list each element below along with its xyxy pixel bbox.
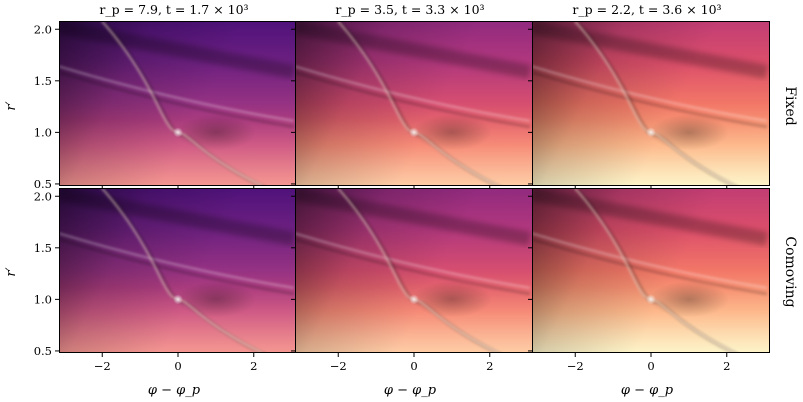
outer-band (532, 21, 769, 79)
y-tick-label: 1.0 (34, 292, 52, 306)
outer-band (532, 188, 769, 246)
secondary-arm-shadow (59, 70, 295, 129)
x-tick-label: 2 (723, 359, 730, 373)
outer-band (295, 21, 532, 79)
planet-marker (646, 127, 656, 138)
planet-marker (173, 294, 183, 305)
xlabel-col-3: φ − φ_p (621, 383, 674, 398)
x-tick-label: 2 (250, 359, 257, 373)
secondary-arm (295, 65, 531, 122)
gap-region (411, 281, 492, 318)
heatmap-field (59, 188, 297, 353)
spiral-wake (574, 188, 736, 353)
y-tick-label: 1.5 (34, 241, 52, 255)
heatmap-field (59, 21, 297, 186)
gap-region (175, 281, 256, 318)
outer-band (295, 188, 532, 246)
ylabel-row-1: r′ (4, 101, 19, 110)
secondary-arm (532, 232, 768, 289)
y-tick-label: 2.0 (34, 22, 52, 36)
spiral-wake (337, 188, 499, 353)
secondary-arm-shadow (532, 70, 768, 129)
gap-region (648, 114, 729, 151)
heatmap-panel: −2 0 2 (528, 188, 770, 373)
spiral-wake (337, 21, 499, 186)
spiral-wake (574, 21, 736, 186)
heatmap-field (532, 21, 770, 186)
heatmap-panel (291, 21, 533, 190)
planet-marker (409, 127, 419, 138)
gap-region (648, 281, 729, 318)
y-tick-label: 1.0 (34, 125, 52, 139)
x-tick-label: 0 (647, 359, 654, 373)
row-label-comoving: Comoving (782, 236, 798, 307)
planet-marker (409, 294, 419, 305)
panel-frame (532, 21, 770, 186)
heatmap-panel (528, 21, 770, 190)
xlabel-col-2: φ − φ_p (384, 383, 437, 398)
y-tick-label: 2.0 (34, 189, 52, 203)
row-label-fixed: Fixed (782, 86, 798, 125)
x-tick-label: −2 (567, 359, 584, 373)
ylabel-row-2: r′ (4, 267, 19, 276)
secondary-arm-shadow (295, 237, 531, 296)
column-title-2: r_p = 3.5, t = 3.3 × 10³ (335, 2, 484, 17)
column-title-1: r_p = 7.9, t = 1.7 × 10³ (99, 2, 248, 17)
heatmap-panel: 0.5 1.0 1.5 2.0 (34, 21, 297, 191)
y-tick-label: 0.5 (34, 344, 52, 358)
gap-region (411, 114, 492, 151)
panel-frame (532, 188, 770, 353)
gap-region (175, 114, 256, 151)
xlabel-col-1: φ − φ_p (148, 383, 201, 398)
secondary-arm (59, 232, 295, 289)
planet-marker (646, 294, 656, 305)
outer-band (59, 21, 296, 79)
secondary-arm-shadow (59, 237, 295, 296)
heatmap-field (532, 188, 770, 353)
x-tick-label: 0 (174, 359, 181, 373)
x-tick-label: 2 (486, 359, 493, 373)
secondary-arm (59, 65, 295, 122)
heatmap-panel: −2 0 2 (291, 188, 533, 373)
y-tick-label: 0.5 (34, 177, 52, 191)
x-tick-label: −2 (94, 359, 111, 373)
planet-marker (173, 127, 183, 138)
secondary-arm-shadow (532, 237, 768, 296)
outer-band (59, 188, 296, 246)
secondary-arm (295, 232, 531, 289)
heatmap-field (295, 21, 533, 186)
spiral-wake (101, 188, 263, 353)
heatmap-panel: 0.5 1.0 1.5 2.0 −2 0 2 (34, 188, 297, 373)
secondary-arm (532, 65, 768, 122)
x-tick-label: 0 (410, 359, 417, 373)
y-tick-label: 1.5 (34, 74, 52, 88)
heatmap-field (295, 188, 533, 353)
x-tick-label: −2 (330, 359, 347, 373)
spiral-wake (101, 21, 263, 186)
column-title-3: r_p = 2.2, t = 3.6 × 10³ (572, 2, 721, 17)
panels-group: 0.51.01.52.00.51.01.52.0−2 0 2 −2 0 2 −2 0 2 (34, 21, 770, 373)
secondary-arm-shadow (295, 70, 531, 129)
